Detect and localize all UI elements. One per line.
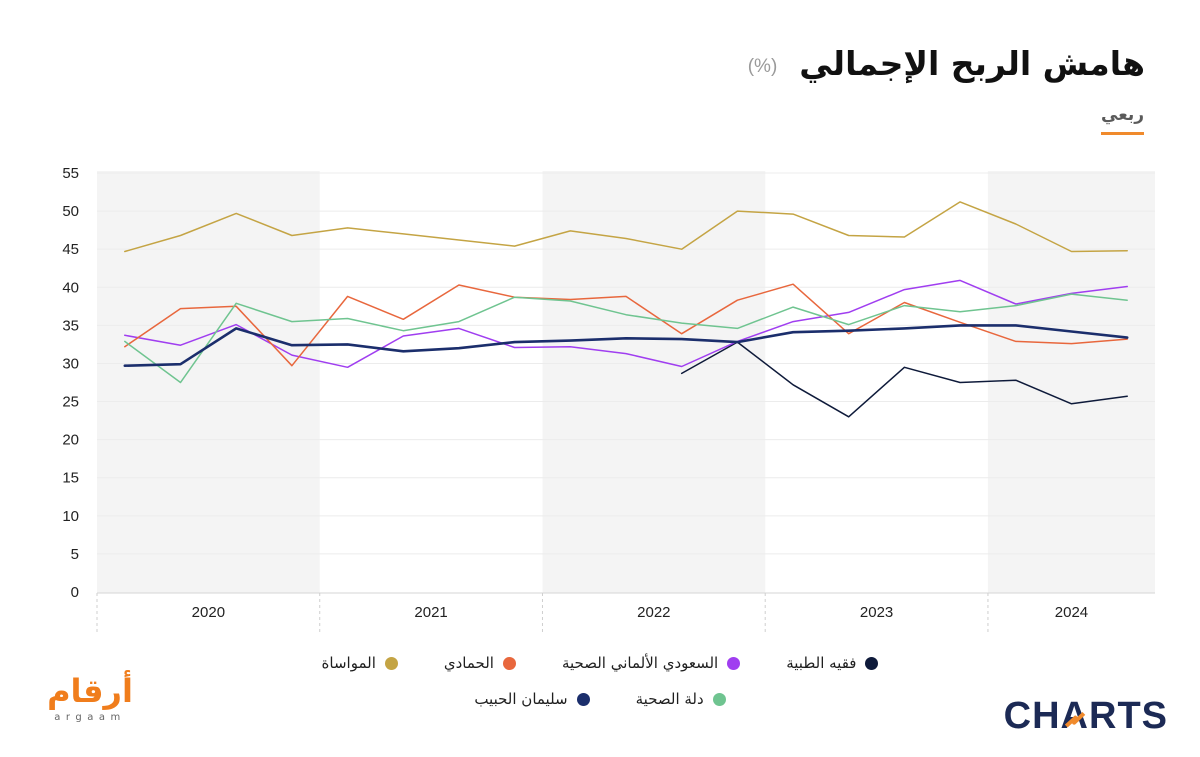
charts-logo: CHARTS xyxy=(1004,695,1168,736)
legend-item[interactable]: المواساة xyxy=(322,654,398,672)
y-tick-label: 40 xyxy=(62,279,79,296)
y-tick-label: 15 xyxy=(62,470,79,487)
legend-label: السعودي الألماني الصحية xyxy=(561,654,719,672)
series-line xyxy=(680,341,1128,418)
legend-label: الحمادي xyxy=(443,654,494,672)
legend-swatch xyxy=(576,692,590,706)
series-line xyxy=(124,201,1128,253)
legend-label: دلة الصحية xyxy=(635,690,704,708)
legend-swatch xyxy=(712,692,726,706)
x-tick-label: 2024 xyxy=(1055,604,1088,621)
legend-swatch xyxy=(384,656,398,670)
series-line xyxy=(124,293,1128,384)
y-tick-label: 30 xyxy=(62,355,79,372)
y-tick-label: 10 xyxy=(62,508,79,525)
y-tick-label: 5 xyxy=(71,546,79,563)
charts-logo-accent xyxy=(1064,712,1086,728)
tab-quarterly[interactable]: ربعي xyxy=(1101,103,1144,135)
legend-row: دلة الصحية سليمان الحبيب xyxy=(0,681,1200,717)
legend-row: فقيه الطبية السعودي الألماني الصحية الحماد… xyxy=(0,645,1200,681)
x-tick-label: 2022 xyxy=(637,604,670,621)
y-tick-label: 20 xyxy=(62,432,79,449)
y-axis: 0 5 10 15 20 25 30 35 40 45 50 55 xyxy=(62,165,1155,601)
series-lines xyxy=(123,201,1129,418)
legend-swatch xyxy=(727,656,741,670)
argaam-logo-arabic: أرقام xyxy=(47,672,133,710)
argaam-logo-latin: argaam xyxy=(54,712,126,723)
legend-item[interactable]: دلة الصحية xyxy=(636,690,726,708)
year-band xyxy=(987,171,1155,593)
series-line xyxy=(124,279,1128,369)
chart-legend: فقيه الطبية السعودي الألماني الصحية الحماد… xyxy=(0,645,1200,717)
charts-logo-text: CHARTS xyxy=(1004,695,1168,736)
series-line xyxy=(124,283,1128,367)
argaam-logo: أرقام argaam xyxy=(36,672,144,724)
x-axis: 2020 2021 2022 2023 2024 xyxy=(96,592,1155,633)
legend-label: فقيه الطبية xyxy=(786,654,857,672)
y-tick-label: 50 xyxy=(62,203,79,220)
legend-item[interactable]: الحمادي xyxy=(444,654,516,672)
y-tick-label: 35 xyxy=(62,317,79,334)
legend-label: المواساة xyxy=(321,654,376,672)
legend-item[interactable]: سليمان الحبيب xyxy=(474,690,590,708)
y-tick-label: 25 xyxy=(62,394,79,411)
legend-swatch xyxy=(865,656,879,670)
year-bands xyxy=(97,171,1155,593)
chart-header: هامش الربح الإجمالي (%) xyxy=(748,44,1145,84)
x-tick-label: 2023 xyxy=(860,604,893,621)
legend-item[interactable]: السعودي الألماني الصحية xyxy=(561,654,741,672)
series-line xyxy=(123,324,1129,367)
x-tick-label: 2020 xyxy=(192,604,225,621)
legend-swatch xyxy=(502,656,516,670)
y-tick-label: 45 xyxy=(62,241,79,258)
legend-item[interactable]: فقيه الطبية xyxy=(786,654,879,672)
chart-title: هامش الربح الإجمالي xyxy=(799,44,1145,83)
unit-label: (%) xyxy=(747,56,778,77)
year-band xyxy=(97,171,320,593)
year-band xyxy=(542,171,766,593)
x-tick-label: 2021 xyxy=(414,604,447,621)
legend-label: سليمان الحبيب xyxy=(474,690,568,708)
y-tick-label: 55 xyxy=(62,165,79,182)
y-tick-label: 0 xyxy=(71,584,79,601)
